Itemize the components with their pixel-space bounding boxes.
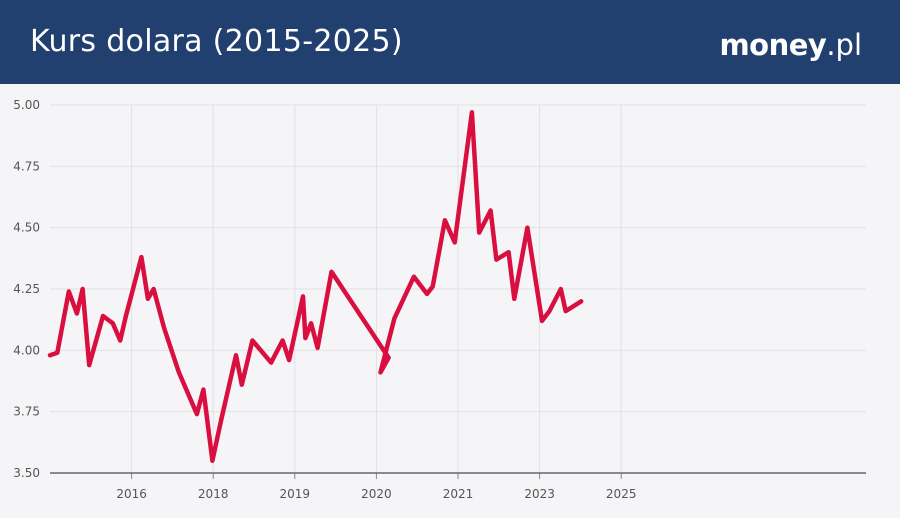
x-tick-label: 2023 xyxy=(524,487,555,501)
y-tick-label: 3.75 xyxy=(13,405,40,419)
x-tick-label: 2020 xyxy=(361,487,392,501)
x-tick-label: 2021 xyxy=(443,487,474,501)
y-tick-label: 4.00 xyxy=(13,343,40,357)
logo-suffix: .pl xyxy=(826,28,862,62)
y-tick-label: 5.00 xyxy=(13,98,40,112)
brand-logo[interactable]: money.pl xyxy=(719,28,862,62)
grid-lines xyxy=(50,104,866,473)
y-tick-label: 3.50 xyxy=(13,466,40,480)
x-tick-label: 2016 xyxy=(116,487,147,501)
x-tick-label: 2018 xyxy=(198,487,229,501)
line-chart: 2016 2018 2019 2020 2021 2023 2025 3.50 3.75 4.0… xyxy=(13,98,866,501)
y-axis-ticks: 3.50 3.75 4.00 4.25 4.50 4.75 5.00 xyxy=(13,98,40,480)
y-tick-label: 4.50 xyxy=(13,221,40,235)
x-tick-label: 2019 xyxy=(280,487,311,501)
header-bar: Kurs dolara (2015-2025) money.pl xyxy=(0,0,900,84)
series-group xyxy=(47,110,584,463)
y-tick-label: 4.75 xyxy=(13,159,40,173)
y-tick-label: 4.25 xyxy=(13,282,40,296)
series-line-usd-pln xyxy=(47,110,584,463)
x-tick-label: 2025 xyxy=(606,487,637,501)
page-title: Kurs dolara (2015-2025) xyxy=(30,24,403,59)
x-axis-ticks: 2016 2018 2019 2020 2021 2023 2025 xyxy=(116,473,636,501)
logo-main: money xyxy=(719,28,827,62)
